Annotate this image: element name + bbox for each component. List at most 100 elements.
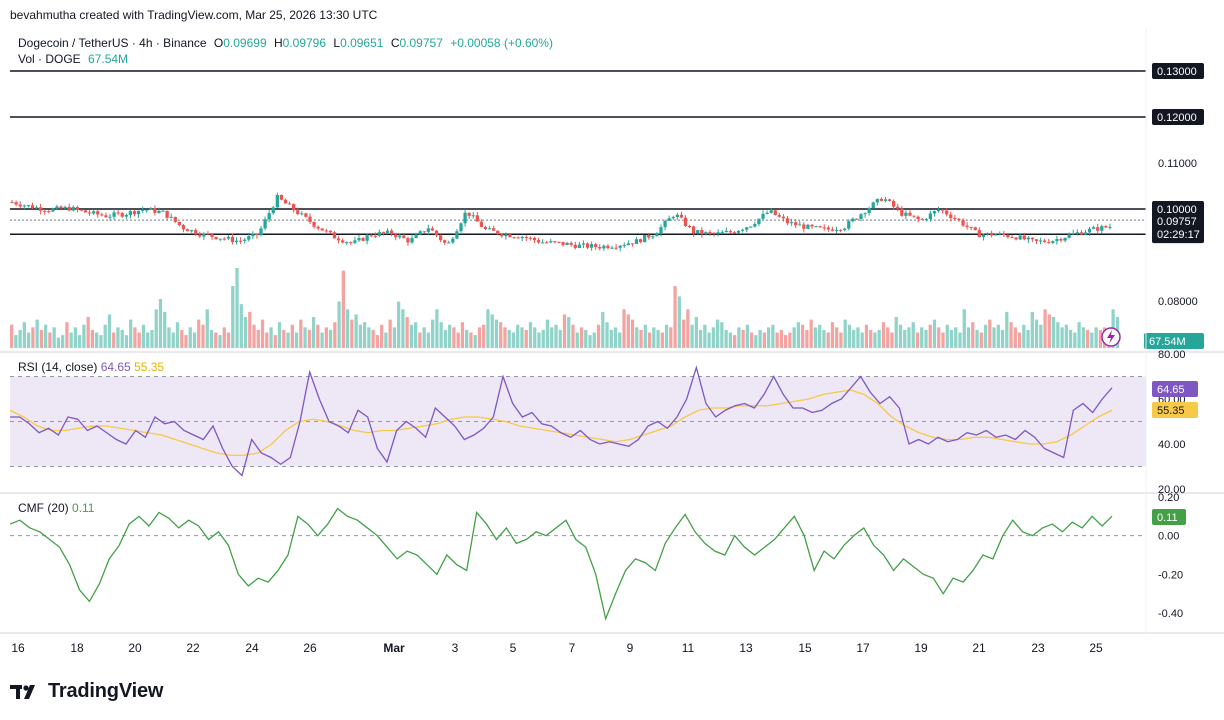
volume-bar	[405, 317, 409, 348]
candle-body	[206, 233, 210, 235]
rsi-value-badge	[1152, 381, 1198, 397]
volume-bar	[877, 329, 881, 348]
price-legend[interactable]: Dogecoin / TetherUS · 4h · Binance O0.09…	[18, 36, 557, 50]
volume-bar	[418, 332, 422, 348]
volume-bar	[584, 329, 588, 348]
volume-bar	[499, 322, 503, 348]
volume-bar	[937, 327, 941, 348]
volume-bar	[890, 332, 894, 348]
countdown-value: 02:29:17	[1157, 229, 1200, 241]
candle-body	[949, 214, 953, 219]
candle-body	[524, 236, 528, 238]
candle-body	[977, 230, 981, 237]
volume-bar	[750, 332, 754, 348]
volume-bar	[869, 329, 873, 348]
tradingview-wordmark: TradingView	[48, 680, 164, 702]
candle-body	[483, 226, 488, 230]
volume-bar	[465, 329, 469, 348]
time-tick-label: 24	[245, 641, 259, 655]
price-level-badge	[1152, 63, 1204, 79]
volume-bar	[265, 332, 269, 348]
volume-bar	[103, 324, 107, 348]
volume-bar	[56, 337, 61, 348]
volume-bar	[754, 335, 758, 348]
volume-bar	[971, 322, 975, 348]
candle-body	[904, 212, 908, 216]
volume-bar	[596, 324, 601, 348]
candle-body	[581, 243, 586, 245]
volume-bar	[201, 324, 205, 348]
candle-body	[981, 234, 986, 237]
volume-bar	[1073, 332, 1077, 348]
volume-bar	[367, 327, 371, 348]
time-tick-label: 20	[128, 641, 142, 655]
candle-body	[798, 224, 802, 226]
volume-bar	[949, 329, 954, 348]
rsi-tick-label: 80.00	[1158, 349, 1186, 361]
volume-bar	[286, 332, 290, 348]
candle-body	[422, 231, 426, 233]
price-axis: 0.130000.120000.110000.100000.095000.080…	[0, 28, 1224, 634]
candle-body	[569, 243, 573, 245]
time-tick-label: 23	[1031, 641, 1045, 655]
candle-body	[945, 210, 949, 215]
candle-body	[165, 210, 169, 218]
candle-body	[1075, 232, 1079, 234]
candle-body	[18, 204, 22, 207]
candle-body	[79, 209, 84, 211]
symbol-title[interactable]: Dogecoin / TetherUS · 4h · Binance	[18, 36, 207, 50]
volume-bar	[911, 322, 915, 348]
rsi-legend[interactable]: RSI (14, close) 64.65 55.35	[18, 360, 164, 374]
cmf-title[interactable]: CMF (20)	[18, 501, 69, 515]
candle-body	[594, 244, 598, 248]
horizontal-levels	[10, 70, 1146, 236]
candle-body	[194, 230, 198, 235]
volume-bar	[180, 329, 184, 348]
candle-body	[141, 209, 145, 211]
candle-body	[112, 212, 116, 217]
volume-legend[interactable]: Vol · DOGE 67.54M	[18, 52, 132, 66]
volume-bar	[163, 311, 167, 348]
candle-body	[38, 207, 43, 211]
volume-bar	[524, 329, 528, 348]
candle-body	[626, 243, 630, 246]
tradingview-logo[interactable]: TradingView	[10, 680, 163, 703]
candle-body	[381, 232, 386, 234]
candle-body	[634, 239, 639, 245]
cmf-value-badge-text: 0.11	[1157, 512, 1178, 524]
volume-bar	[545, 319, 550, 348]
volume-bar	[792, 327, 796, 348]
candle-body	[879, 198, 884, 201]
volume-bar	[907, 327, 911, 348]
volume-bar	[469, 332, 473, 348]
cmf-legend[interactable]: CMF (20) 0.11	[18, 501, 94, 515]
candle-body	[536, 240, 541, 243]
candle-body	[71, 207, 75, 211]
volume-bar	[82, 324, 86, 348]
volume-bar	[362, 322, 367, 348]
candle-body	[504, 234, 508, 237]
volume-bar	[350, 319, 354, 348]
volume-bar	[775, 332, 779, 348]
price-tick-label: 0.12000	[1157, 112, 1197, 124]
candle-body	[116, 212, 120, 214]
candle-body	[132, 211, 137, 215]
candle-body	[92, 211, 96, 214]
candle-body	[989, 232, 994, 236]
volume-title[interactable]: Vol · DOGE	[18, 52, 81, 66]
price-tick-label: 0.11000	[1158, 158, 1197, 170]
volume-bar	[260, 319, 265, 348]
candle-body	[447, 242, 451, 244]
volume-bar	[18, 329, 22, 348]
volume-bar	[652, 327, 656, 348]
candle-body	[43, 210, 47, 212]
volume-bar	[1081, 327, 1085, 348]
candle-body	[541, 242, 545, 244]
candle-body	[1026, 237, 1030, 240]
last-price-badge	[1152, 213, 1204, 244]
volume-bar	[707, 332, 711, 348]
candle-body	[1059, 239, 1063, 241]
rsi-ma-badge-text: 55.35	[1157, 405, 1185, 417]
rsi-title[interactable]: RSI (14, close)	[18, 360, 98, 374]
